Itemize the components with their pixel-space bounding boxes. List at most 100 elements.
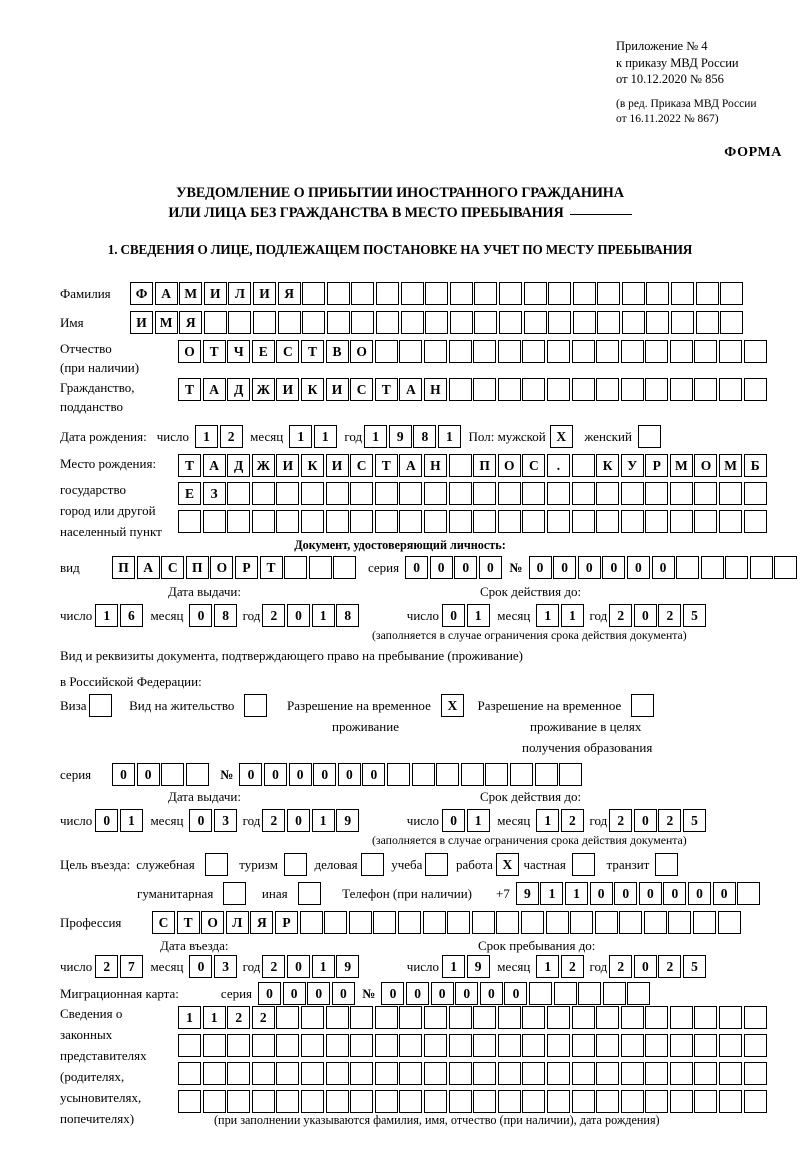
char-cell[interactable]: К [596, 454, 620, 477]
char-cell[interactable] [302, 282, 326, 305]
char-cell[interactable] [423, 340, 447, 363]
char-cell[interactable] [300, 510, 324, 533]
char-cell[interactable] [669, 1062, 693, 1085]
char-cell[interactable]: П [112, 556, 135, 579]
char-cell[interactable] [719, 482, 743, 505]
char-cell[interactable] [523, 311, 547, 334]
legal-reps-cells-2[interactable] [178, 1034, 768, 1057]
char-cell[interactable] [473, 378, 497, 401]
char-cell[interactable] [571, 1006, 595, 1029]
char-cell[interactable]: 7 [119, 955, 143, 978]
char-cell[interactable] [423, 1090, 447, 1113]
char-cell[interactable] [620, 1062, 644, 1085]
char-cell[interactable]: 0 [112, 763, 135, 786]
char-cell[interactable] [375, 311, 399, 334]
char-cell[interactable] [522, 378, 546, 401]
char-cell[interactable]: 0 [429, 556, 453, 579]
char-cell[interactable] [473, 1006, 497, 1029]
char-cell[interactable]: 0 [479, 982, 503, 1005]
char-cell[interactable] [326, 282, 350, 305]
char-cell[interactable] [620, 340, 644, 363]
char-cell[interactable] [596, 482, 620, 505]
char-cell[interactable] [522, 1034, 546, 1057]
char-cell[interactable] [325, 1034, 349, 1057]
char-cell[interactable] [497, 510, 521, 533]
char-cell[interactable]: С [276, 340, 300, 363]
char-cell[interactable]: С [161, 556, 185, 579]
char-cell[interactable]: В [325, 340, 349, 363]
sex-female-checkbox[interactable] [637, 425, 663, 448]
char-cell[interactable] [423, 1034, 447, 1057]
char-cell[interactable]: 0 [258, 982, 282, 1005]
purpose-option-0-checkbox[interactable] [204, 853, 230, 876]
char-cell[interactable] [374, 510, 398, 533]
char-cell[interactable] [448, 1034, 472, 1057]
char-cell[interactable]: М [179, 282, 203, 305]
char-cell[interactable]: 0 [189, 809, 213, 832]
char-cell[interactable]: С [152, 911, 175, 934]
char-cell[interactable]: П [473, 454, 497, 477]
char-cell[interactable]: И [252, 282, 276, 305]
char-cell[interactable] [620, 1006, 644, 1029]
char-cell[interactable]: А [399, 378, 423, 401]
char-cell[interactable]: 2 [262, 955, 286, 978]
char-cell[interactable] [546, 1006, 570, 1029]
char-cell[interactable]: 0 [95, 809, 119, 832]
char-cell[interactable] [374, 1034, 398, 1057]
char-cell[interactable] [546, 482, 570, 505]
char-cell[interactable] [620, 482, 644, 505]
char-cell[interactable] [88, 694, 112, 717]
char-cell[interactable]: 1 [560, 604, 584, 627]
char-cell[interactable]: 2 [251, 1006, 275, 1029]
char-cell[interactable]: 0 [406, 982, 430, 1005]
purpose-option-5-checkbox[interactable] [571, 853, 597, 876]
char-cell[interactable] [204, 853, 228, 876]
char-cell[interactable]: 0 [313, 763, 337, 786]
char-cell[interactable] [284, 556, 308, 579]
char-cell[interactable] [300, 1034, 324, 1057]
char-cell[interactable]: 1 [466, 809, 490, 832]
char-cell[interactable]: Л [228, 282, 252, 305]
char-cell[interactable] [694, 1062, 718, 1085]
char-cell[interactable] [694, 1006, 718, 1029]
char-cell[interactable] [743, 1034, 767, 1057]
char-cell[interactable] [351, 282, 375, 305]
char-cell[interactable] [645, 510, 669, 533]
char-cell[interactable]: М [669, 454, 693, 477]
char-cell[interactable]: 0 [282, 982, 306, 1005]
char-cell[interactable]: 1 [194, 425, 218, 448]
char-cell[interactable] [737, 882, 761, 905]
char-cell[interactable] [351, 311, 375, 334]
char-cell[interactable]: 2 [95, 955, 119, 978]
char-cell[interactable]: 0 [337, 763, 361, 786]
char-cell[interactable] [620, 510, 644, 533]
char-cell[interactable]: 0 [287, 809, 311, 832]
char-cell[interactable] [300, 482, 324, 505]
char-cell[interactable]: 0 [287, 604, 311, 627]
char-cell[interactable]: 3 [214, 955, 238, 978]
char-cell[interactable] [534, 763, 558, 786]
char-cell[interactable]: X [495, 853, 519, 876]
char-cell[interactable]: 2 [219, 425, 243, 448]
char-cell[interactable]: 0 [504, 982, 528, 1005]
temp-residence-checkbox[interactable]: X [440, 694, 466, 717]
char-cell[interactable] [621, 282, 645, 305]
char-cell[interactable]: Ч [227, 340, 251, 363]
char-cell[interactable]: 2 [262, 604, 286, 627]
char-cell[interactable] [522, 340, 546, 363]
char-cell[interactable] [350, 1034, 374, 1057]
char-cell[interactable] [646, 311, 670, 334]
char-cell[interactable]: 0 [528, 556, 552, 579]
char-cell[interactable] [325, 482, 349, 505]
purpose-option-1-checkbox[interactable] [283, 853, 309, 876]
char-cell[interactable] [520, 911, 544, 934]
char-cell[interactable]: У [620, 454, 644, 477]
